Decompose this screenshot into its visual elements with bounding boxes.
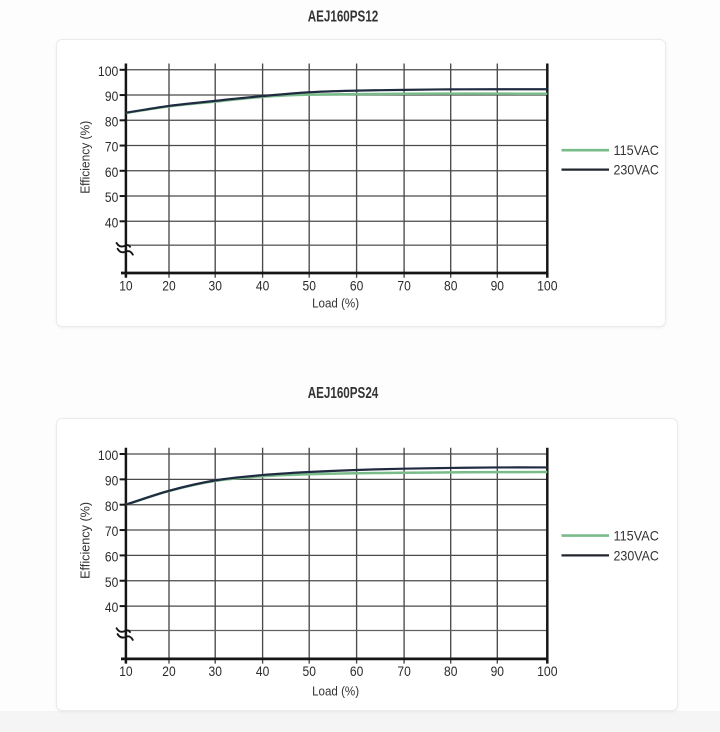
svg-text:80: 80: [105, 499, 119, 514]
svg-text:40: 40: [256, 664, 270, 679]
svg-text:100: 100: [98, 64, 119, 79]
svg-text:50: 50: [105, 190, 119, 205]
svg-text:30: 30: [209, 279, 223, 294]
svg-text:80: 80: [105, 114, 119, 129]
svg-text:90: 90: [105, 89, 119, 104]
svg-text:70: 70: [105, 524, 119, 539]
svg-text:AEJ160PS24: AEJ160PS24: [308, 385, 379, 402]
svg-text:50: 50: [105, 575, 119, 590]
svg-text:40: 40: [105, 215, 119, 230]
svg-text:Efficiency (%): Efficiency (%): [78, 121, 92, 194]
svg-text:Load (%): Load (%): [312, 296, 359, 310]
svg-text:20: 20: [162, 279, 176, 294]
svg-text:Load (%): Load (%): [312, 684, 359, 698]
svg-text:20: 20: [162, 664, 176, 679]
svg-text:230VAC: 230VAC: [614, 548, 659, 563]
svg-text:40: 40: [105, 600, 119, 615]
svg-text:60: 60: [105, 550, 119, 565]
svg-text:80: 80: [444, 664, 458, 679]
svg-text:60: 60: [105, 165, 119, 180]
svg-text:100: 100: [98, 448, 119, 463]
svg-text:40: 40: [256, 279, 270, 294]
svg-text:90: 90: [491, 279, 505, 294]
svg-text:90: 90: [105, 473, 119, 488]
svg-text:70: 70: [105, 140, 119, 155]
svg-text:70: 70: [397, 279, 411, 294]
svg-text:100: 100: [537, 664, 558, 679]
svg-text:230VAC: 230VAC: [614, 163, 659, 178]
svg-text:115VAC: 115VAC: [614, 143, 659, 158]
svg-text:10: 10: [119, 664, 133, 679]
svg-text:70: 70: [397, 664, 411, 679]
svg-text:60: 60: [350, 279, 364, 294]
svg-text:Efficiency (%): Efficiency (%): [78, 502, 92, 579]
svg-text:30: 30: [209, 664, 223, 679]
svg-text:10: 10: [119, 279, 133, 294]
svg-text:100: 100: [537, 279, 558, 294]
svg-text:50: 50: [303, 279, 317, 294]
svg-text:60: 60: [350, 664, 364, 679]
svg-text:115VAC: 115VAC: [614, 529, 659, 544]
svg-text:80: 80: [444, 279, 458, 294]
svg-text:AEJ160PS12: AEJ160PS12: [308, 8, 379, 25]
svg-text:50: 50: [303, 664, 317, 679]
svg-text:90: 90: [491, 664, 505, 679]
